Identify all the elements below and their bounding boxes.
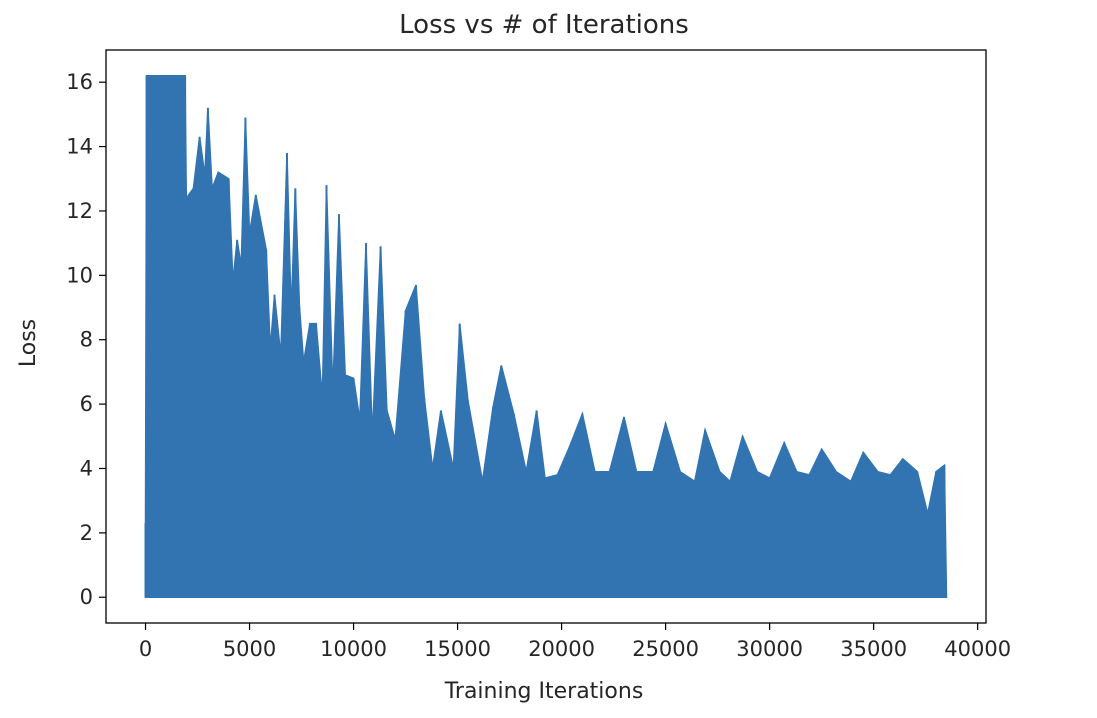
x-tick-label: 0 [139, 637, 152, 661]
x-tick-label: 5000 [223, 637, 276, 661]
y-tick-label: 4 [80, 456, 93, 480]
x-tick-label: 15000 [424, 637, 491, 661]
x-tick-label: 35000 [840, 637, 907, 661]
y-tick-label: 8 [80, 328, 93, 352]
y-tick-label: 12 [66, 199, 93, 223]
y-tick-label: 16 [66, 70, 93, 94]
x-axis-label: Training Iterations [444, 679, 644, 704]
x-tick-label: 40000 [944, 637, 1011, 661]
y-tick-label: 2 [80, 521, 93, 545]
y-axis-ticks: 0 2 4 6 8 10 12 14 16 [66, 70, 106, 609]
x-axis-ticks: 0 5000 10000 15000 20000 25000 30000 35000 40000 [139, 623, 1011, 661]
axes-frame [105, 49, 987, 624]
chart-title: Loss vs # of Iterations [399, 10, 689, 40]
y-tick-label: 0 [80, 585, 93, 609]
x-tick-label: 30000 [736, 637, 803, 661]
y-tick-label: 6 [80, 392, 93, 416]
x-tick-label: 20000 [528, 637, 595, 661]
plot-area [144, 75, 948, 598]
x-tick-label: 25000 [632, 637, 699, 661]
y-tick-label: 10 [66, 263, 93, 287]
x-tick-label: 10000 [320, 637, 387, 661]
y-axis-label: Loss [16, 319, 41, 367]
y-tick-label: 14 [66, 135, 93, 159]
